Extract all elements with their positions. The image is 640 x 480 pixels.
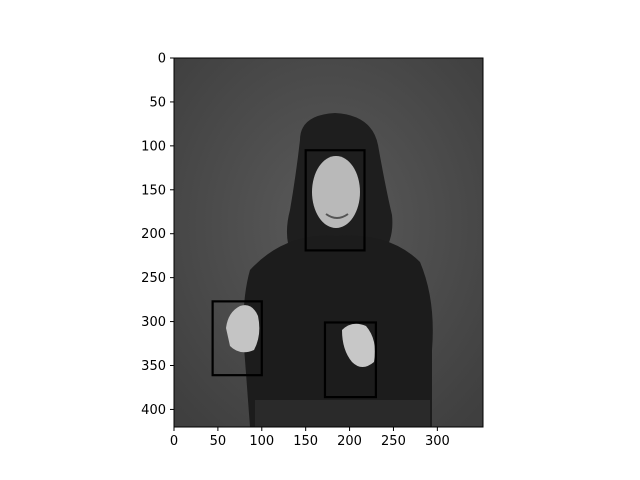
y-tick-label: 300 — [141, 315, 166, 330]
bounding-boxes — [211, 149, 378, 399]
x-axis: 0 50 100 150 200 250 300 — [170, 427, 450, 449]
photo — [174, 58, 483, 427]
face-shape — [312, 156, 360, 228]
y-tick-label: 250 — [141, 271, 166, 286]
y-tick-label: 100 — [141, 139, 166, 154]
right-hand-shape — [342, 323, 375, 367]
x-tick-label: 250 — [381, 434, 406, 449]
x-tick-label: 150 — [293, 434, 318, 449]
y-tick-label: 50 — [149, 95, 166, 110]
bounding-box-left-hand — [211, 300, 263, 377]
y-axis: 0 50 100 150 200 250 300 350 400 — [141, 52, 174, 418]
y-tick-label: 350 — [141, 359, 166, 374]
y-tick-label: 400 — [141, 403, 166, 418]
left-hand-shape — [226, 305, 260, 353]
mouth-shape — [325, 213, 349, 219]
y-tick-label: 0 — [158, 52, 166, 67]
x-tick-label: 0 — [170, 434, 178, 449]
x-tick-label: 50 — [210, 434, 227, 449]
x-tick-label: 200 — [337, 434, 362, 449]
image-frame — [173, 57, 484, 428]
bounding-box-face — [304, 149, 366, 252]
chair-shape — [255, 400, 430, 427]
x-tick-label: 100 — [249, 434, 274, 449]
bounding-box-right-hand — [323, 321, 378, 399]
y-tick-label: 200 — [141, 227, 166, 242]
body-shape — [243, 235, 433, 427]
y-tick-label: 150 — [141, 183, 166, 198]
x-tick-label: 300 — [425, 434, 450, 449]
